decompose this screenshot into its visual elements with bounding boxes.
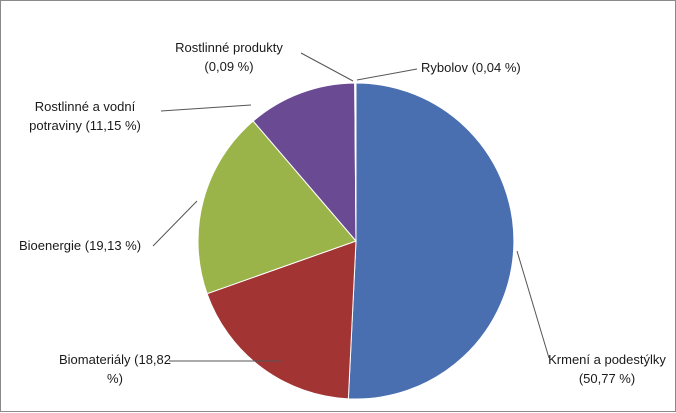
leader-line-1 [517,251,549,358]
leader-line-4 [161,105,251,111]
slice-label-6: Rybolov (0,04 %) [421,60,521,75]
pie-slice-1 [348,83,514,399]
slice-label-line: (0,09 %) [204,59,253,74]
leader-line-6 [357,69,417,80]
slice-label-line: potraviny (11,15 %) [29,118,141,133]
slice-label-2: Biomateriály (18,82%) [59,352,171,386]
slice-label-3: Bioenergie (19,13 %) [19,238,141,253]
slice-label-line: (50,77 %) [579,371,635,386]
slice-label-line: Rostlinné produkty [175,40,283,55]
slice-label-line: Bioenergie (19,13 %) [19,238,141,253]
leader-line-3 [153,201,197,246]
slice-label-line: %) [107,371,123,386]
slice-label-1: Krmení a podestýlky (50,77 %) [548,352,666,386]
slice-label-line: Rostlinné a vodní [35,99,136,114]
slice-label-line: Rybolov (0,04 %) [421,60,521,75]
slice-label-line: Krmení a podestýlky [548,352,666,367]
leader-line-5 [301,53,353,81]
slice-label-5: Rostlinné produkty (0,09 %) [175,40,283,74]
slice-label-line: Biomateriály (18,82 [59,352,171,367]
slice-label-4: Rostlinné a vodní potraviny (11,15 %) [29,99,141,133]
